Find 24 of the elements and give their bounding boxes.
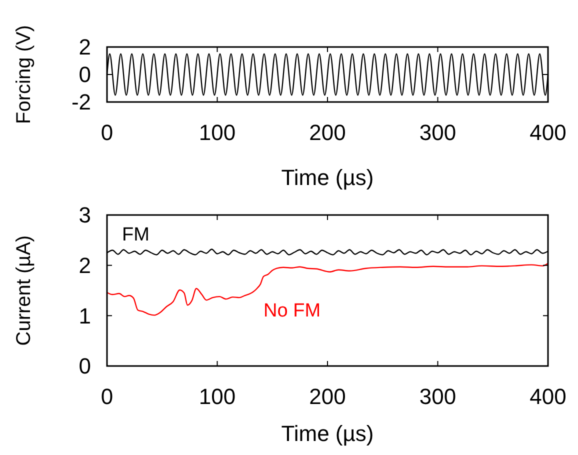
y-axis-title: Forcing (V) <box>13 25 35 124</box>
line-series <box>106 262 549 316</box>
x-tick-label: 400 <box>530 120 566 145</box>
y-tick-label: -2 <box>71 90 91 115</box>
y-tick-label: 2 <box>78 253 91 278</box>
x-axis-title: Time (µs) <box>281 165 374 190</box>
y-axis-title: Current (µA) <box>13 235 35 346</box>
x-axis-title: Time (µs) <box>281 421 374 446</box>
x-tick-label: 300 <box>419 384 456 409</box>
y-tick-label: 0 <box>78 62 91 88</box>
x-tick-label: 300 <box>419 120 456 145</box>
y-tick-label: 2 <box>78 34 91 60</box>
x-tick-label: 200 <box>309 384 346 409</box>
y-tick-label: 0 <box>78 354 91 379</box>
x-tick-label: 100 <box>198 384 236 409</box>
x-tick-label: 0 <box>100 384 114 409</box>
series-label: No FM <box>264 300 321 322</box>
x-tick-label: 100 <box>198 120 236 145</box>
x-tick-label: 0 <box>100 120 114 145</box>
x-tick-label: 400 <box>530 384 566 409</box>
y-tick-label: 3 <box>78 202 91 228</box>
series-label: FM <box>122 224 150 246</box>
x-tick-label: 200 <box>309 120 346 145</box>
y-tick-label: 1 <box>78 303 91 328</box>
